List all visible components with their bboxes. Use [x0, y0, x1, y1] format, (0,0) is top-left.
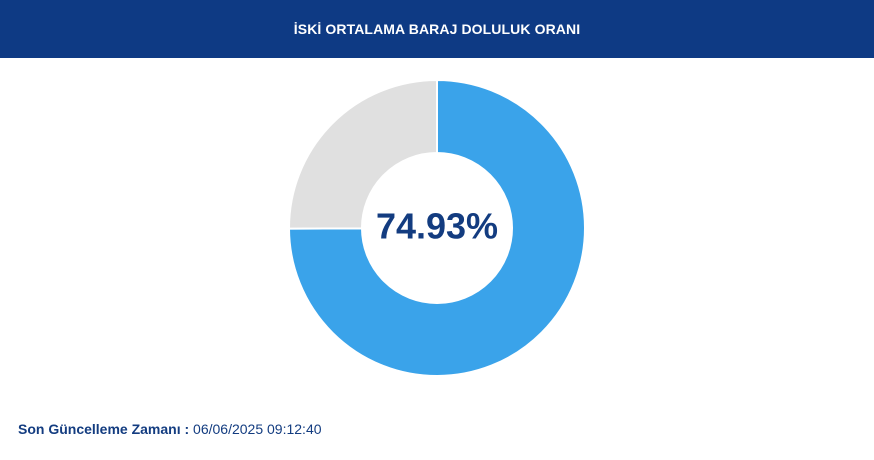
last-update-separator: :: [180, 421, 190, 437]
center-value-label: 74.93%: [376, 206, 498, 247]
donut-slice-filled[interactable]: [287, 78, 586, 377]
last-update-value: 06/06/2025 09:12:40: [189, 421, 322, 437]
donut-chart: 74.93%: [287, 78, 586, 377]
donut-chart-container: 74.93%: [0, 58, 874, 398]
donut-slice-empty[interactable]: [288, 78, 438, 230]
last-update-label: Son Güncelleme Zamanı: [18, 421, 181, 437]
header-bar: İSKİ ORTALAMA BARAJ DOLULUK ORANI: [0, 0, 874, 58]
last-update-row: Son Güncelleme Zamanı : 06/06/2025 09:12…: [18, 421, 322, 437]
page-title: İSKİ ORTALAMA BARAJ DOLULUK ORANI: [293, 21, 581, 37]
